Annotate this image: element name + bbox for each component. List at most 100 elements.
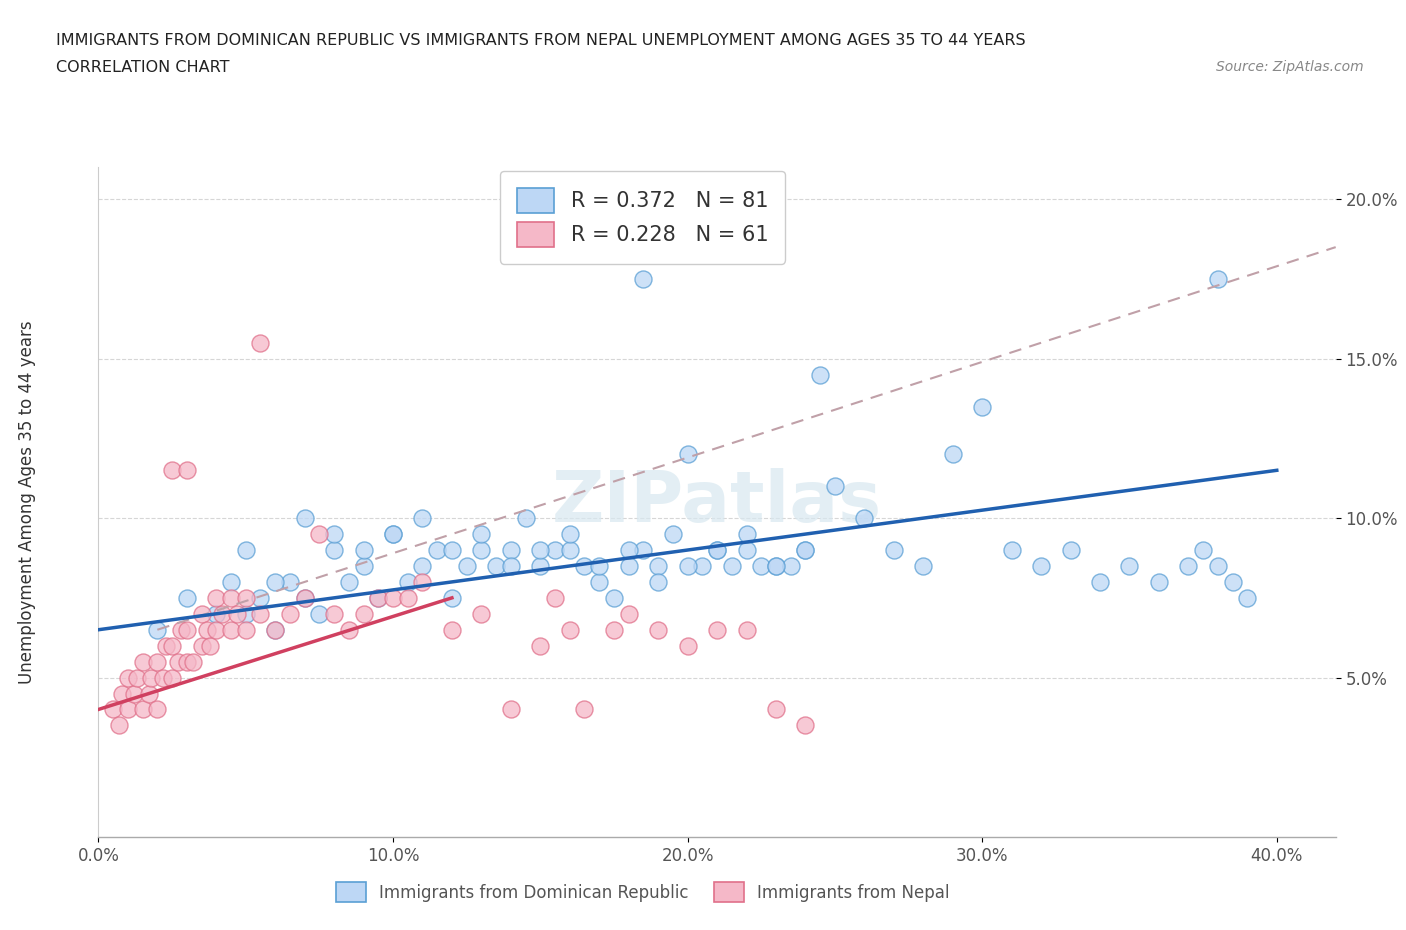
Point (912, 559, 935, 574)
Point (382, 591, 405, 605)
Point (249, 591, 271, 605)
Point (647, 559, 669, 574)
Point (396, 575, 419, 590)
Point (131, 702, 153, 717)
Point (353, 559, 375, 574)
Point (353, 606, 375, 621)
Point (176, 591, 198, 605)
Point (367, 591, 389, 605)
Legend: Immigrants from Dominican Republic, Immigrants from Nepal: Immigrants from Dominican Republic, Immi… (329, 875, 956, 909)
Point (1088, 575, 1111, 590)
Point (1001, 542, 1024, 557)
Point (603, 622, 626, 637)
Point (197, 622, 219, 637)
Point (411, 511, 433, 525)
Point (353, 542, 375, 557)
Point (323, 526, 346, 541)
Point (181, 654, 204, 669)
Point (706, 622, 728, 637)
Point (249, 336, 271, 351)
Point (160, 671, 183, 685)
Point (138, 686, 160, 701)
Point (200, 638, 222, 653)
Point (470, 542, 492, 557)
Point (294, 511, 316, 525)
Point (515, 511, 537, 525)
Point (278, 575, 301, 590)
Point (794, 542, 817, 557)
Point (170, 622, 193, 637)
Text: Source: ZipAtlas.com: Source: ZipAtlas.com (1216, 60, 1364, 74)
Point (765, 702, 787, 717)
Text: IMMIGRANTS FROM DOMINICAN REPUBLIC VS IMMIGRANTS FROM NEPAL UNEMPLOYMENT AMONG A: IMMIGRANTS FROM DOMINICAN REPUBLIC VS IM… (56, 33, 1026, 47)
Point (588, 559, 610, 574)
Point (235, 622, 257, 637)
Point (942, 447, 965, 462)
Point (883, 542, 905, 557)
Point (264, 622, 287, 637)
Point (662, 526, 685, 541)
Point (219, 591, 242, 605)
Point (617, 606, 640, 621)
Point (470, 606, 492, 621)
Point (735, 526, 758, 541)
Point (617, 542, 640, 557)
Point (235, 606, 257, 621)
Point (529, 542, 551, 557)
Point (396, 591, 419, 605)
Point (411, 559, 433, 574)
Point (558, 526, 581, 541)
Point (111, 686, 134, 701)
Point (225, 606, 247, 621)
Point (779, 559, 801, 574)
Point (633, 542, 655, 557)
Point (574, 559, 596, 574)
Point (152, 671, 174, 685)
Point (122, 686, 145, 701)
Point (603, 591, 626, 605)
Point (676, 559, 699, 574)
Point (205, 591, 228, 605)
Point (1059, 542, 1081, 557)
Point (160, 463, 183, 478)
Point (972, 399, 994, 414)
Point (167, 654, 190, 669)
Point (676, 447, 699, 462)
Point (1236, 591, 1258, 605)
Point (294, 591, 316, 605)
Point (131, 654, 153, 669)
Point (558, 542, 581, 557)
Point (308, 526, 330, 541)
Point (146, 702, 169, 717)
Point (323, 606, 346, 621)
Point (1206, 272, 1229, 286)
Point (765, 559, 787, 574)
Point (117, 702, 139, 717)
Point (794, 542, 817, 557)
Point (235, 542, 257, 557)
Point (101, 702, 124, 717)
Point (205, 606, 228, 621)
Point (382, 526, 405, 541)
Point (367, 591, 389, 605)
Point (190, 606, 212, 621)
Point (440, 591, 463, 605)
Point (205, 622, 228, 637)
Point (617, 559, 640, 574)
Point (211, 606, 233, 621)
Point (323, 542, 346, 557)
Y-axis label: Unemployment Among Ages 35 to 44 years: Unemployment Among Ages 35 to 44 years (18, 321, 37, 684)
Point (155, 638, 177, 653)
Point (499, 702, 522, 717)
Point (426, 542, 449, 557)
Point (117, 671, 139, 685)
Point (485, 559, 508, 574)
Point (1206, 559, 1229, 574)
Point (294, 591, 316, 605)
Point (337, 575, 360, 590)
Point (125, 671, 148, 685)
Point (824, 479, 846, 494)
Point (499, 559, 522, 574)
Point (1118, 559, 1140, 574)
Point (544, 591, 567, 605)
